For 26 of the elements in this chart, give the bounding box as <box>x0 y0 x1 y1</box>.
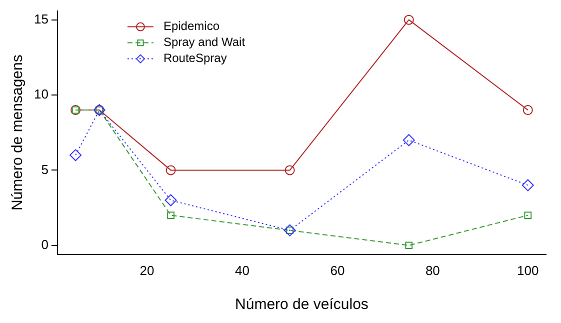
y-axis-title: Número de mensagens <box>9 54 26 211</box>
x-axis-title: Número de veículos <box>235 296 368 314</box>
legend-label: Spray and Wait <box>163 35 246 50</box>
legend-label: RouteSpray <box>163 51 227 66</box>
point <box>284 224 296 236</box>
x-tick-label: 100 <box>517 262 539 278</box>
point <box>167 212 174 219</box>
point <box>402 134 415 146</box>
point <box>166 165 176 176</box>
x-tick-label: 80 <box>425 262 440 278</box>
y-tick-label: 5 <box>41 162 48 177</box>
x-tick-label: 60 <box>330 262 345 278</box>
legend-label: Epidemico <box>163 19 220 34</box>
point <box>522 179 534 192</box>
x-tick-label: 40 <box>234 262 250 278</box>
point <box>522 105 533 116</box>
point <box>405 242 413 250</box>
point <box>164 194 177 206</box>
y-tick-label: 15 <box>34 11 48 26</box>
point <box>284 165 295 176</box>
y-tick-label: 10 <box>34 86 48 102</box>
y-tick-label: 0 <box>41 236 48 252</box>
x-tick-label: 20 <box>140 262 154 278</box>
point <box>524 212 532 219</box>
point <box>70 149 82 162</box>
point <box>404 14 414 25</box>
